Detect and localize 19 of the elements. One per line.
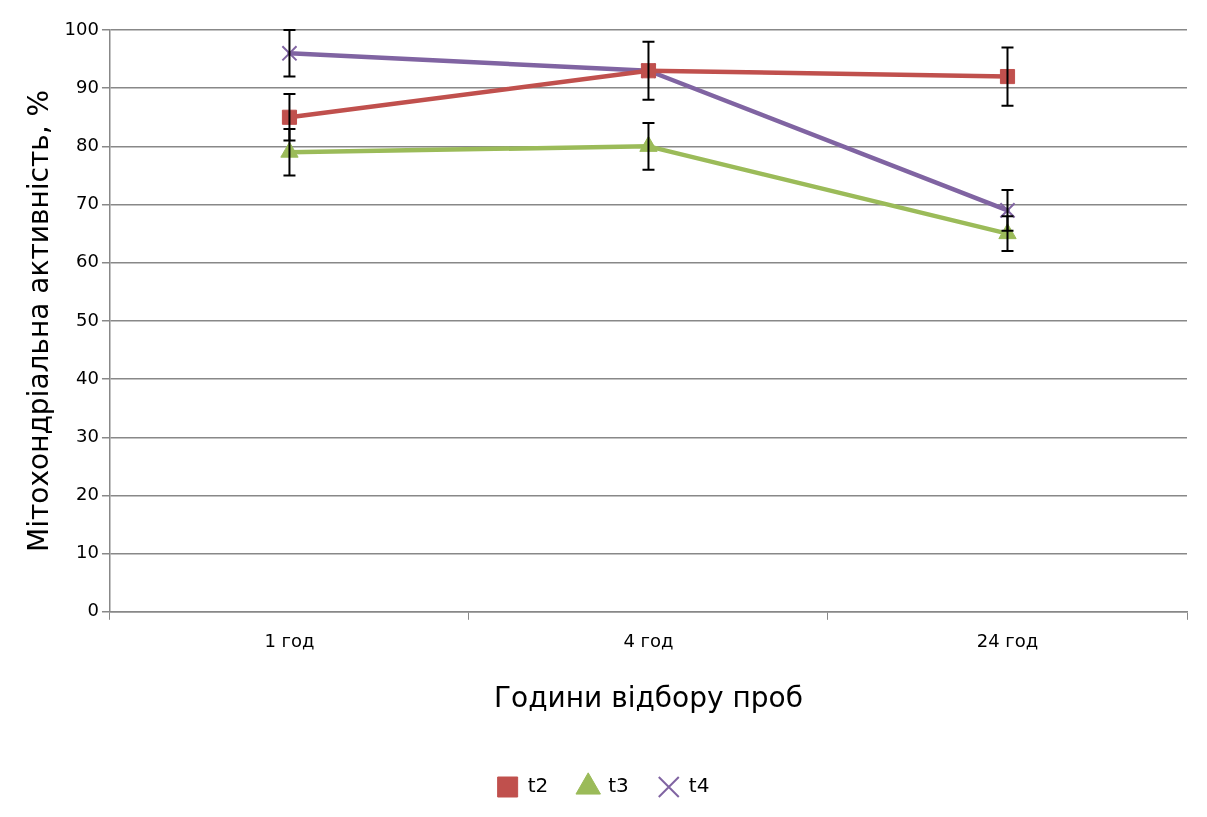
x-axis-title: Години відбору проб bbox=[494, 681, 803, 715]
y-axis-title: Мітохондріальна активність, % bbox=[22, 89, 56, 552]
y-tick-label: 80 bbox=[76, 134, 99, 156]
y-tick-label: 20 bbox=[76, 483, 99, 505]
x-tick-label: 4 год bbox=[623, 630, 674, 652]
legend-label: t3 bbox=[608, 773, 629, 798]
y-tick-label: 100 bbox=[64, 17, 99, 39]
x-tick-label: 1 год bbox=[264, 630, 315, 652]
y-tick-label: 50 bbox=[76, 308, 99, 330]
legend-label: t4 bbox=[688, 773, 710, 798]
y-tick-label: 40 bbox=[76, 366, 99, 388]
y-tick-label: 90 bbox=[76, 75, 99, 97]
y-tick-label: 10 bbox=[76, 541, 99, 563]
y-tick-label: 60 bbox=[76, 250, 99, 272]
y-tick-label: 0 bbox=[87, 599, 99, 621]
y-tick-label: 30 bbox=[76, 424, 99, 446]
x-tick-label: 24 год bbox=[976, 630, 1039, 652]
legend-label: t2 bbox=[527, 773, 549, 798]
y-tick-label: 70 bbox=[76, 192, 99, 214]
